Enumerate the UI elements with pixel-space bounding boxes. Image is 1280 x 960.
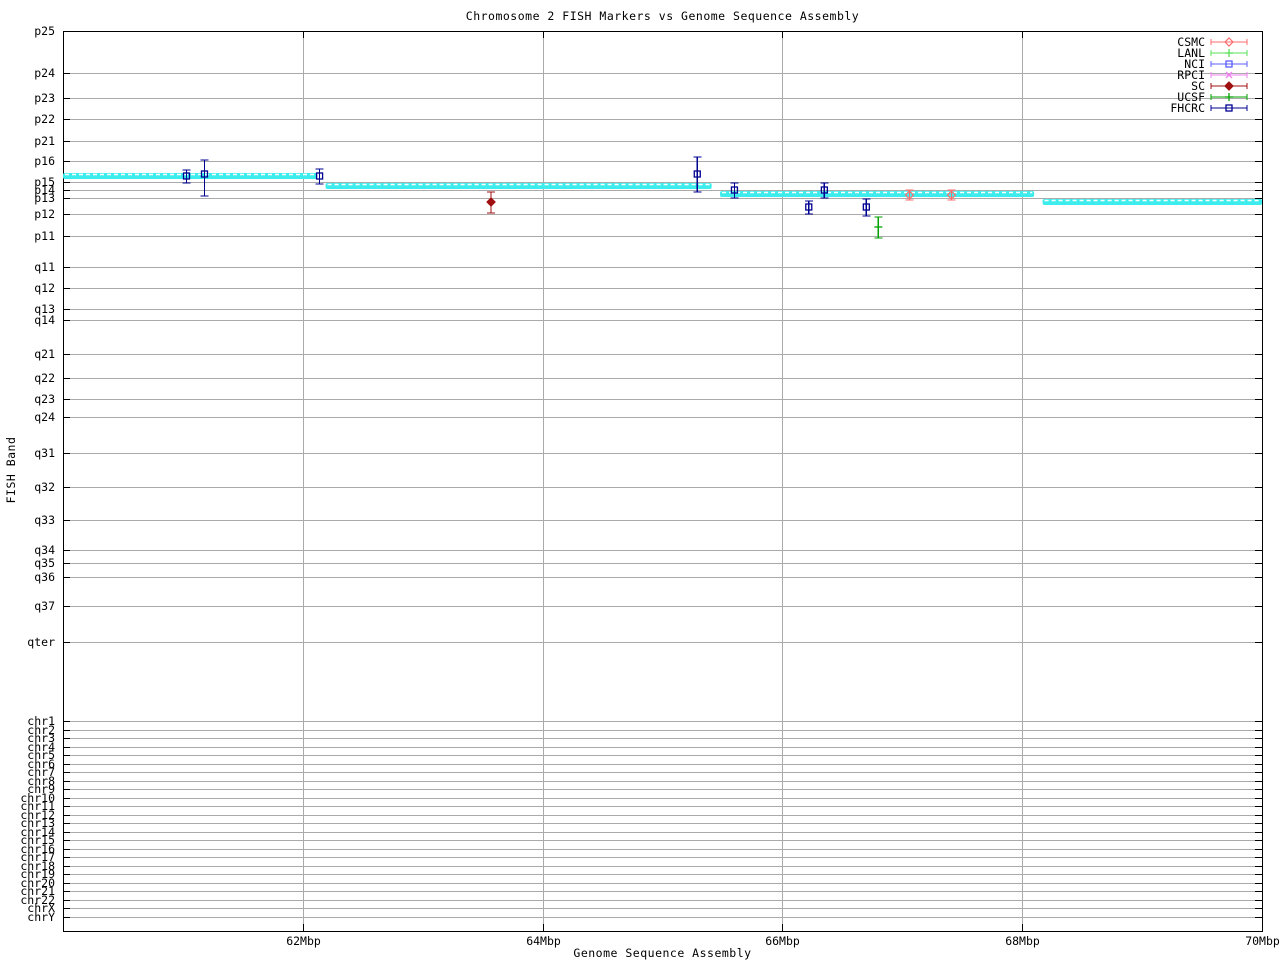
marker-diamond	[904, 190, 915, 200]
series-fhcrc	[182, 156, 871, 217]
y-tick-label: p11	[34, 229, 55, 243]
y-tick-label: chr9	[27, 782, 55, 796]
y-tick-label: q24	[34, 410, 55, 424]
y-tick-label: p21	[34, 134, 55, 148]
y-tick-label: chr10	[20, 791, 55, 805]
y-tick-label: chr22	[20, 893, 55, 907]
y-tick-label: chr20	[20, 876, 55, 890]
marker-square	[200, 170, 209, 178]
y-tick-label: p24	[34, 66, 55, 80]
marker-square	[182, 172, 191, 180]
y-tick-label: q11	[34, 260, 55, 274]
y-tick-label: q37	[34, 599, 55, 613]
marker-diamond	[486, 197, 496, 207]
y-tick-label: p22	[34, 112, 55, 126]
marker-square	[1225, 104, 1233, 112]
y-tick-label: p15	[34, 175, 55, 189]
series-csmc	[904, 189, 957, 201]
legend-label-rpci: RPCI	[1177, 68, 1205, 82]
marker-square	[1225, 60, 1233, 68]
y-tick-label: chr8	[27, 774, 55, 788]
y-tick-label: q32	[34, 480, 55, 494]
marker-square	[730, 186, 739, 194]
y-tick-label: chr6	[27, 757, 55, 771]
legend-label-nci: NCI	[1184, 57, 1205, 71]
y-tick-label: q12	[34, 281, 55, 295]
y-tick-label: chr3	[27, 731, 55, 745]
x-tick-label: 68Mbp	[1005, 934, 1040, 948]
y-tick-label: chr12	[20, 808, 55, 822]
y-tick-label: chr19	[20, 867, 55, 881]
y-tick-label: chr5	[27, 748, 55, 762]
y-tick-label: chrX	[27, 901, 55, 915]
y-tick-label: p25	[34, 24, 55, 38]
x-tick-label: 64Mbp	[526, 934, 561, 948]
y-tick-label: q13	[34, 302, 55, 316]
y-tick-label: chrY	[27, 910, 55, 924]
legend-label-lanl: LANL	[1177, 46, 1205, 60]
legend-label-sc: SC	[1191, 79, 1205, 93]
y-tick-label: chr11	[20, 799, 55, 813]
y-tick-label: q14	[34, 313, 55, 327]
x-tick-label: 66Mbp	[765, 934, 800, 948]
y-tick-label: p16	[34, 154, 55, 168]
series-ucsf	[874, 216, 883, 239]
y-tick-label: q22	[34, 371, 55, 385]
marker-cross	[1225, 71, 1233, 79]
y-tick-label: chr2	[27, 723, 55, 737]
y-tick-label: qter	[27, 635, 55, 649]
y-tick-label: q21	[34, 347, 55, 361]
y-tick-label: chr7	[27, 765, 55, 779]
legend-label-ucsf: UCSF	[1177, 90, 1205, 104]
marker-square	[862, 203, 870, 211]
marker-square	[805, 203, 813, 211]
x-axis-label: Genome Sequence Assembly	[573, 946, 752, 960]
y-tick-label: chr4	[27, 740, 55, 754]
y-tick-label: q34	[34, 543, 55, 557]
chart-title: Chromosome 2 FISH Markers vs Genome Sequ…	[465, 9, 860, 23]
y-tick-label: q35	[34, 556, 55, 570]
x-tick-label: 70Mbp	[1245, 934, 1280, 948]
y-tick-label: chr21	[20, 884, 55, 898]
legend-label-csmc: CSMC	[1177, 35, 1205, 49]
y-tick-label: chr13	[20, 816, 55, 830]
y-tick-label: p12	[34, 207, 55, 221]
y-tick-label: p13	[34, 191, 55, 205]
y-tick-label: chr1	[27, 714, 55, 728]
y-tick-label: q33	[34, 513, 55, 527]
y-tick-label: q31	[34, 446, 55, 460]
series-sc	[486, 191, 496, 214]
y-tick-label: p23	[34, 91, 55, 105]
assembly-bands	[63, 173, 1262, 205]
x-tick-label: 62Mbp	[286, 934, 321, 948]
x-grid: 62Mbp 64Mbp 66Mbp 68Mbp 70Mbp	[286, 31, 1280, 948]
y-tick-label: chr17	[20, 850, 55, 864]
marker-diamond	[1224, 81, 1234, 91]
marker-square	[315, 172, 324, 180]
y-tick-label: chr16	[20, 842, 55, 856]
y-tick-label: chr18	[20, 859, 55, 873]
y-tick-label: chr15	[20, 833, 55, 847]
legend-label-fhcrc: FHCRC	[1170, 101, 1205, 115]
plot-frame	[63, 31, 1263, 932]
y-tick-label: q36	[34, 570, 55, 584]
y-tick-label: chr14	[20, 825, 55, 839]
marker-diamond	[946, 190, 957, 200]
y-tick-label: p14	[34, 183, 55, 197]
y-tick-label: q23	[34, 392, 55, 406]
marker-diamond	[1224, 37, 1234, 47]
marker-square	[820, 186, 829, 194]
marker-square	[693, 170, 701, 178]
